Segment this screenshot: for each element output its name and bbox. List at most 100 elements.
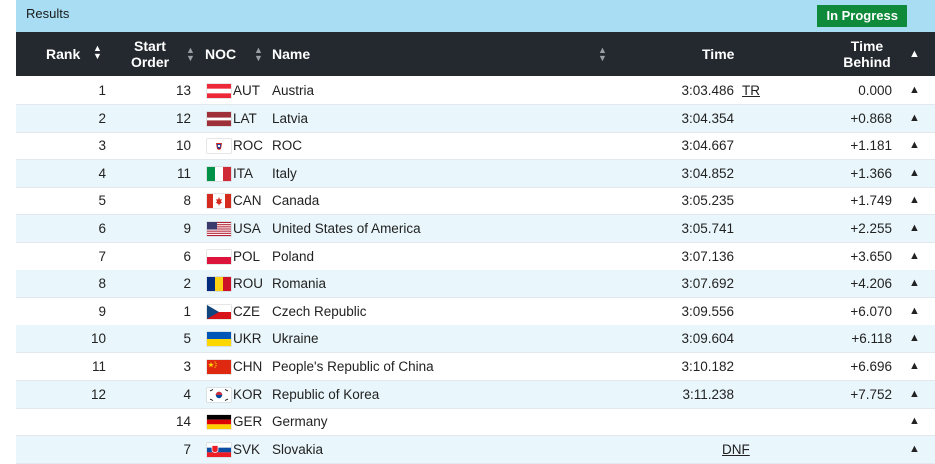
table-row[interactable]: 7 6 POL Poland 3:07.136 +3.650 ▲ [16,243,935,271]
noc-column-header[interactable]: NOC [205,46,237,62]
chevron-up-icon[interactable]: ▲ [909,84,920,96]
time-behind-cell: +0.868 [850,110,892,126]
chevron-up-icon[interactable]: ▲ [909,139,920,152]
svk-flag-icon [207,442,231,457]
athlete-name-cell: Romania [272,276,327,292]
ukr-flag-icon [207,332,231,347]
noc-cell: CHN [233,359,263,374]
table-row[interactable]: 2 12 LAT Latvia 3:04.354 +0.868 ▲ [16,104,935,133]
chevron-up-icon[interactable]: ▲ [909,277,920,290]
chevron-up-icon[interactable]: ▲ [909,387,920,400]
sort-arrows-icon[interactable]: ▲ ▼ [254,45,263,63]
time-behind-cell: +6.696 [850,359,892,374]
chevron-up-icon[interactable]: ▲ [909,332,920,345]
start-order-cell: 8 [183,193,191,209]
rank-column-header[interactable]: Rank [46,46,81,62]
rank-cell: 2 [98,110,106,126]
athlete-name-cell: Slovakia [272,441,324,457]
time-cell: 3:05.235 [681,193,734,209]
chevron-up-icon[interactable]: ▲ [909,415,920,428]
start-order-cell: 13 [175,83,191,98]
time-cell: 3:09.604 [681,331,734,347]
athlete-name-cell: United States of America [272,221,421,236]
noc-cell: ROU [233,276,263,292]
rank-cell: 7 [98,248,106,264]
chevron-up-icon[interactable]: ▲ [909,360,920,372]
rank-cell: 5 [98,193,106,209]
time-cell: 3:03.486 [681,83,734,98]
noc-cell: KOR [233,386,263,402]
noc-cell: GER [233,414,263,430]
chevron-up-icon[interactable]: ▲ [909,111,920,124]
table-header: Rank ▲ ▼ Start Order ▲ ▼ NOC ▲ ▼ Name ▲ ▼ Ti… [16,32,935,76]
chevron-up-icon[interactable]: ▲ [909,249,920,262]
start-order-cell: 3 [183,359,191,374]
noc-cell: UKR [233,331,262,347]
chevron-up-icon[interactable]: ▲ [909,48,920,60]
table-row[interactable]: 5 8 CAN Canada 3:05.235 +1.749 ▲ [16,187,935,216]
table-row[interactable]: 3 10 ROC ROC 3:04.667 +1.181 ▲ [16,132,935,161]
time-cell: 3:04.852 [681,165,734,181]
athlete-name-cell: Germany [272,414,328,430]
noc-cell: CAN [233,193,262,209]
usa-flag-icon [207,222,231,236]
sort-arrows-icon[interactable]: ▲ ▼ [186,45,195,63]
start-order-cell: 12 [175,110,191,126]
start-order-cell: 5 [183,331,191,347]
kor-flag-icon [207,387,231,402]
time-behind-cell: +4.206 [850,276,892,292]
rou-flag-icon [207,277,231,292]
time-behind-column-header[interactable]: Time Behind [843,38,891,70]
table-row[interactable]: 9 1 CZE Czech Republic 3:09.556 +6.070 ▲ [16,298,935,326]
aut-flag-icon [207,84,231,98]
noc-cell: ROC [233,138,263,154]
sort-arrows-icon[interactable]: ▲ ▼ [93,43,102,61]
result-note[interactable]: DNF [722,441,750,457]
start-order-cell: 2 [183,276,191,292]
time-behind-cell: +6.118 [851,331,892,347]
table-row[interactable]: 4 11 ITA Italy 3:04.852 +1.366 ▲ [16,159,935,188]
rank-cell: 11 [91,359,106,374]
table-row[interactable]: 10 5 UKR Ukraine 3:09.604 +6.118 ▲ [16,325,935,354]
table-row[interactable]: 11 3 CHN People's Republic of China 3:10.182… [16,353,935,381]
time-cell: 3:04.667 [681,138,734,154]
chevron-up-icon[interactable]: ▲ [909,222,920,234]
start-order-cell: 11 [176,165,191,181]
time-cell: 3:04.354 [681,110,734,126]
chevron-up-icon[interactable]: ▲ [909,304,920,317]
result-note[interactable]: TR [742,83,760,98]
noc-cell: USA [233,221,261,236]
rank-cell: 3 [98,138,106,154]
table-row[interactable]: 12 4 KOR Republic of Korea 3:11.238 +7.752 ▲ [16,380,935,409]
rank-cell: 8 [98,276,106,292]
chevron-up-icon[interactable]: ▲ [909,442,920,455]
time-behind-cell [16,408,892,435]
start-order-column-header[interactable]: Start Order [130,38,170,70]
sort-arrows-icon[interactable]: ▲ ▼ [598,45,607,63]
athlete-name-cell: Austria [272,83,315,98]
table-row[interactable]: 14 GER Germany ▲ [16,408,935,437]
noc-cell: SVK [233,441,261,457]
time-behind-cell: +1.749 [850,193,892,209]
time-behind-cell: 0.000 [858,83,892,98]
noc-cell: LAT [233,110,257,126]
time-column-header[interactable]: Time [702,46,735,62]
chevron-up-icon[interactable]: ▲ [909,166,920,179]
start-order-cell: 9 [183,221,191,236]
athlete-name-cell: Ukraine [272,331,319,347]
table-row[interactable]: 6 9 USA United States of America 3:05.741 +2.… [16,215,935,243]
results-bar: Results In Progress [16,0,935,32]
start-order-cell: 6 [183,248,191,264]
noc-cell: POL [233,248,261,264]
chevron-up-icon[interactable]: ▲ [909,194,920,207]
time-cell: 3:07.692 [681,276,734,292]
athlete-name-cell: Latvia [272,110,309,126]
noc-cell: CZE [233,303,260,319]
table-row[interactable]: 8 2 ROU Romania 3:07.692 +4.206 ▲ [16,270,935,299]
name-column-header[interactable]: Name [272,46,311,62]
rank-cell: 6 [98,221,106,236]
athlete-name-cell: Poland [272,248,315,264]
table-row[interactable]: 1 13 AUT Austria 3:03.486 TR 0.000 ▲ [16,77,935,105]
table-row[interactable]: 7 SVK Slovakia DNF ▲ [16,435,935,464]
start-order-cell: 10 [175,138,191,154]
